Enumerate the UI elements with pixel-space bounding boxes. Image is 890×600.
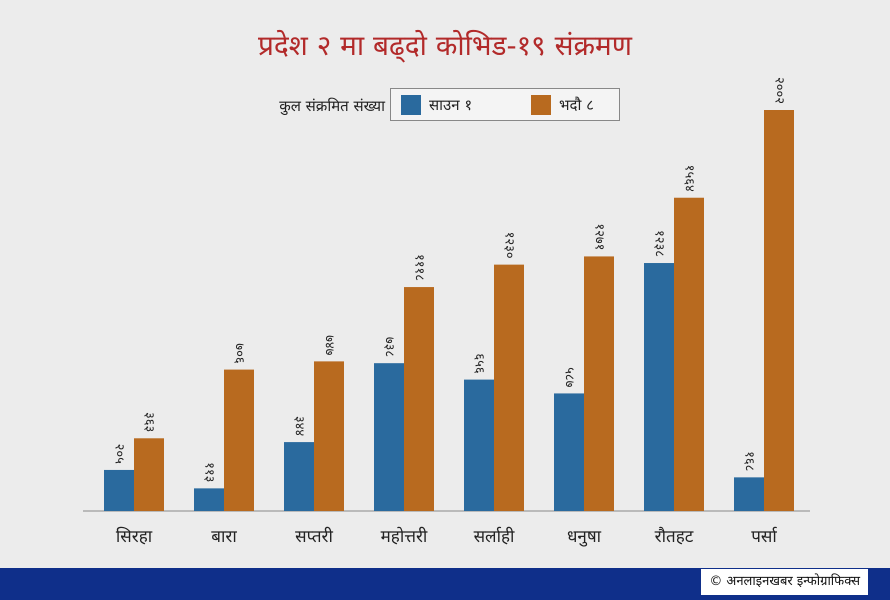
- bar-series-2: [674, 197, 704, 511]
- data-label-series-2: १२७१: [592, 223, 607, 250]
- bar-series-1: [554, 393, 584, 511]
- credit-badge: © अनलाइनखबर इन्फोग्राफिक्स: [701, 569, 868, 595]
- legend-item-series-2: भदौ ८: [531, 95, 594, 115]
- bar-series-1: [194, 488, 224, 511]
- bar-series-2: [134, 438, 164, 511]
- legend-swatch-series-1: [401, 95, 421, 115]
- legend-label-series-1: साउन १: [429, 96, 473, 114]
- x-tick-label: धनुषा: [567, 527, 602, 547]
- data-label-series-1: ७३८: [382, 337, 397, 358]
- data-label-series-1: ३४४: [292, 416, 307, 437]
- bar-series-1: [734, 477, 764, 511]
- legend-label-series-2: भदौ ८: [559, 96, 594, 114]
- legend-title: कुल संक्रमित संख्या: [279, 97, 385, 115]
- data-label-series-1: २०५: [112, 444, 127, 465]
- x-tick-label: महोत्तरी: [381, 526, 428, 547]
- bar-series-1: [464, 379, 494, 511]
- data-label-series-2: ७४७: [322, 335, 337, 356]
- bar-series-1: [374, 363, 404, 511]
- data-label-series-1: ११३: [202, 462, 217, 482]
- x-tick-label: सर्लाही: [474, 526, 515, 547]
- bar-series-2: [404, 287, 434, 511]
- legend-item-series-1: साउन १: [401, 95, 472, 115]
- bar-series-2: [494, 264, 524, 511]
- legend-swatch-series-2: [531, 95, 551, 115]
- data-label-series-1: ५८७: [562, 367, 577, 388]
- data-label-series-1: ६५६: [472, 353, 487, 374]
- x-tick-label: सप्तरी: [295, 526, 333, 547]
- data-label-series-1: १६८: [742, 451, 757, 472]
- x-tick-label: रौतहट: [655, 526, 694, 547]
- x-tick-label: सिरहा: [116, 526, 153, 547]
- bar-series-2: [314, 361, 344, 511]
- data-label-series-2: १२३०: [502, 232, 517, 259]
- data-label-series-2: ७०६: [232, 343, 247, 364]
- bar-chart: २०५ ३६३ सिरहा ११३ ७०६ बारा ३४४ ७४७ सप्तरी ७३८ १११८…: [83, 77, 810, 547]
- x-tick-label: पर्सा: [751, 526, 778, 547]
- credit-text: अनलाइनखबर इन्फोग्राफिक्स: [726, 574, 860, 589]
- bar-series-2: [224, 369, 254, 511]
- data-label-series-2: २००२: [772, 77, 787, 104]
- data-label-series-2: १११८: [412, 254, 427, 281]
- bar-series-2: [764, 110, 794, 511]
- bar-series-1: [104, 469, 134, 511]
- data-label-series-2: १५६४: [682, 165, 697, 192]
- legend: साउन १ भदौ ८: [390, 88, 620, 121]
- data-label-series-2: ३६३: [142, 412, 157, 432]
- copyright-icon: ©: [709, 574, 723, 589]
- bar-series-1: [284, 442, 314, 511]
- x-tick-label: बारा: [211, 527, 237, 547]
- data-label-series-1: १२३८: [652, 230, 667, 257]
- bar-series-1: [644, 263, 674, 511]
- chart-title: प्रदेश २ मा बढ्दो कोभिड-१९ संक्रमण: [257, 29, 633, 62]
- bar-series-2: [584, 256, 614, 511]
